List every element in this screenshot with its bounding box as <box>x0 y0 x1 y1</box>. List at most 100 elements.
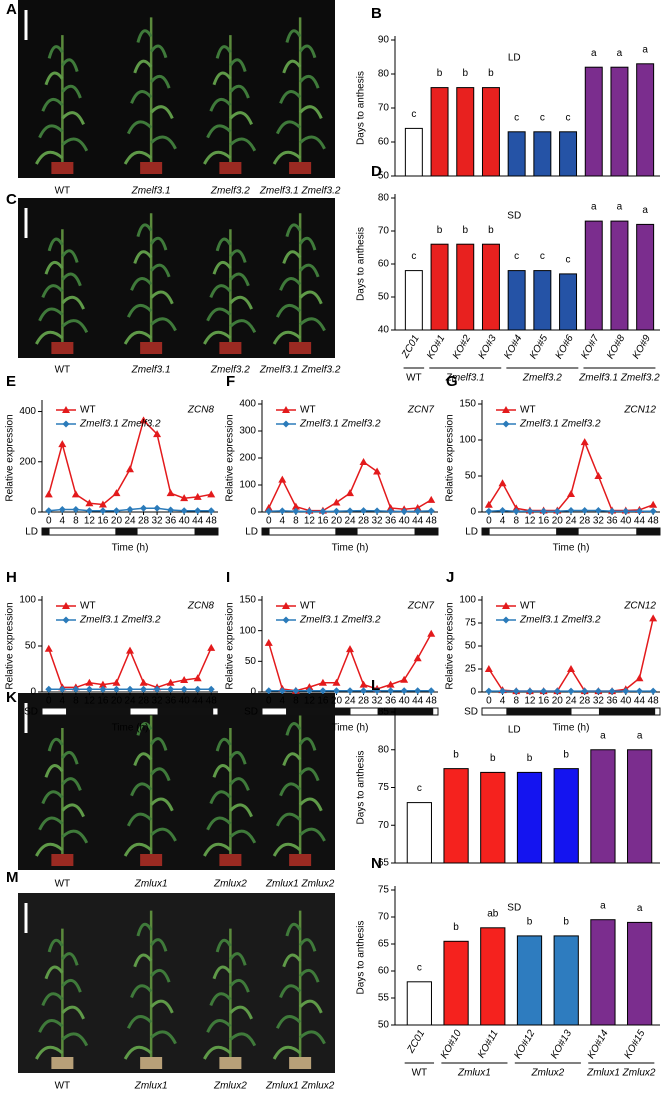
x-tick-label: 20 <box>331 516 343 527</box>
panel-letter: E <box>6 373 16 390</box>
bar <box>443 940 469 1026</box>
photoperiod-segment <box>356 527 416 536</box>
leaf <box>41 992 64 1007</box>
y-tick-label: 300 <box>239 426 256 437</box>
leaf <box>206 307 232 322</box>
photoperiod-segment <box>41 527 50 536</box>
y-tick-label: 50 <box>465 471 477 482</box>
pot <box>51 854 74 866</box>
leaf <box>209 284 232 299</box>
leaf <box>130 277 153 291</box>
significance-letter: c <box>566 112 571 123</box>
x-tick-label: 24 <box>344 696 356 707</box>
marker <box>180 494 189 502</box>
leaf <box>272 842 302 857</box>
marker <box>485 507 493 515</box>
leaf <box>299 317 326 332</box>
marker <box>540 507 548 515</box>
group-label: Zmelf3.1 <box>445 373 485 384</box>
marker <box>635 687 643 695</box>
legend-marker <box>282 616 290 624</box>
y-tick-label: 90 <box>378 35 390 46</box>
leaf <box>44 764 64 778</box>
leaf <box>229 952 247 966</box>
marker <box>649 687 657 695</box>
panel-letter: K <box>6 689 17 706</box>
photo-label: Zmlux1 <box>134 1081 168 1092</box>
leaf <box>61 111 85 126</box>
x-tick-label: 12 <box>524 696 536 707</box>
leaf <box>150 1030 177 1045</box>
leaf <box>61 803 85 818</box>
x-tick-label: 12 <box>84 516 96 527</box>
y-tick-label: 70 <box>378 912 390 923</box>
significance-letter: c <box>417 962 422 973</box>
marker <box>292 507 300 515</box>
y-tick-label: 50 <box>378 171 390 182</box>
marker <box>85 678 94 686</box>
y-tick-label: 100 <box>19 595 36 606</box>
pot <box>219 342 242 354</box>
leaf <box>298 938 317 952</box>
marker <box>499 687 507 695</box>
photoperiod-segment <box>556 527 579 536</box>
x-tick-label: 20 <box>111 516 123 527</box>
marker <box>140 504 148 512</box>
marker <box>264 638 273 646</box>
marker <box>594 472 603 479</box>
pot <box>140 162 163 174</box>
marker <box>167 506 175 514</box>
legend-label: Zmelf3.1 Zmelf3.2 <box>79 419 161 430</box>
marker <box>153 504 161 512</box>
bar <box>559 273 578 331</box>
marker <box>278 687 286 695</box>
legend-marker <box>62 420 70 428</box>
leaf <box>130 984 153 999</box>
marker <box>360 507 368 515</box>
leaf <box>209 97 232 112</box>
bar <box>430 87 449 177</box>
x-tick-label: 28 <box>358 516 370 527</box>
pot <box>51 342 74 354</box>
bar <box>610 220 629 331</box>
leaf <box>215 45 232 59</box>
legend-marker <box>62 616 70 624</box>
leaf <box>299 999 323 1014</box>
legend-marker <box>502 420 510 428</box>
leaf <box>275 120 302 135</box>
marker <box>567 490 575 497</box>
leaf <box>136 223 153 238</box>
legend-marker <box>282 602 290 609</box>
leaf <box>229 1005 253 1020</box>
y-tick-label: 400 <box>19 406 36 417</box>
marker <box>319 687 327 695</box>
photoperiod-segment <box>48 527 117 536</box>
x-axis-label: Time (h) <box>553 543 590 554</box>
panel-letter: M <box>6 869 19 886</box>
leaf <box>149 263 171 278</box>
pot <box>289 1057 312 1069</box>
x-tick-label: 32 <box>593 516 605 527</box>
x-tick-label: 32 <box>152 516 164 527</box>
x-tick-label: 44 <box>634 516 646 527</box>
legend-label: WT <box>520 601 536 612</box>
y-tick-label: 70 <box>378 820 390 831</box>
marker <box>427 687 435 695</box>
photoperiod-segment <box>506 707 572 716</box>
leaf <box>136 722 153 736</box>
leaf <box>133 59 153 74</box>
marker <box>359 680 368 688</box>
photo-label: Zmlux2 <box>213 1081 247 1092</box>
leaf <box>285 29 302 43</box>
bar <box>553 935 579 1026</box>
x-tick-label: 12 <box>524 516 536 527</box>
photoperiod-segment <box>349 707 379 716</box>
bar <box>507 270 526 331</box>
photoperiod-label: SD <box>244 707 258 718</box>
legend-label: Zmelf3.1 Zmelf3.2 <box>299 615 381 626</box>
leaf <box>272 330 302 345</box>
marker <box>332 678 341 686</box>
group-label: Zmlux1 Zmlux2 <box>586 1068 656 1079</box>
leaf <box>61 1032 89 1047</box>
series-line <box>268 460 432 512</box>
